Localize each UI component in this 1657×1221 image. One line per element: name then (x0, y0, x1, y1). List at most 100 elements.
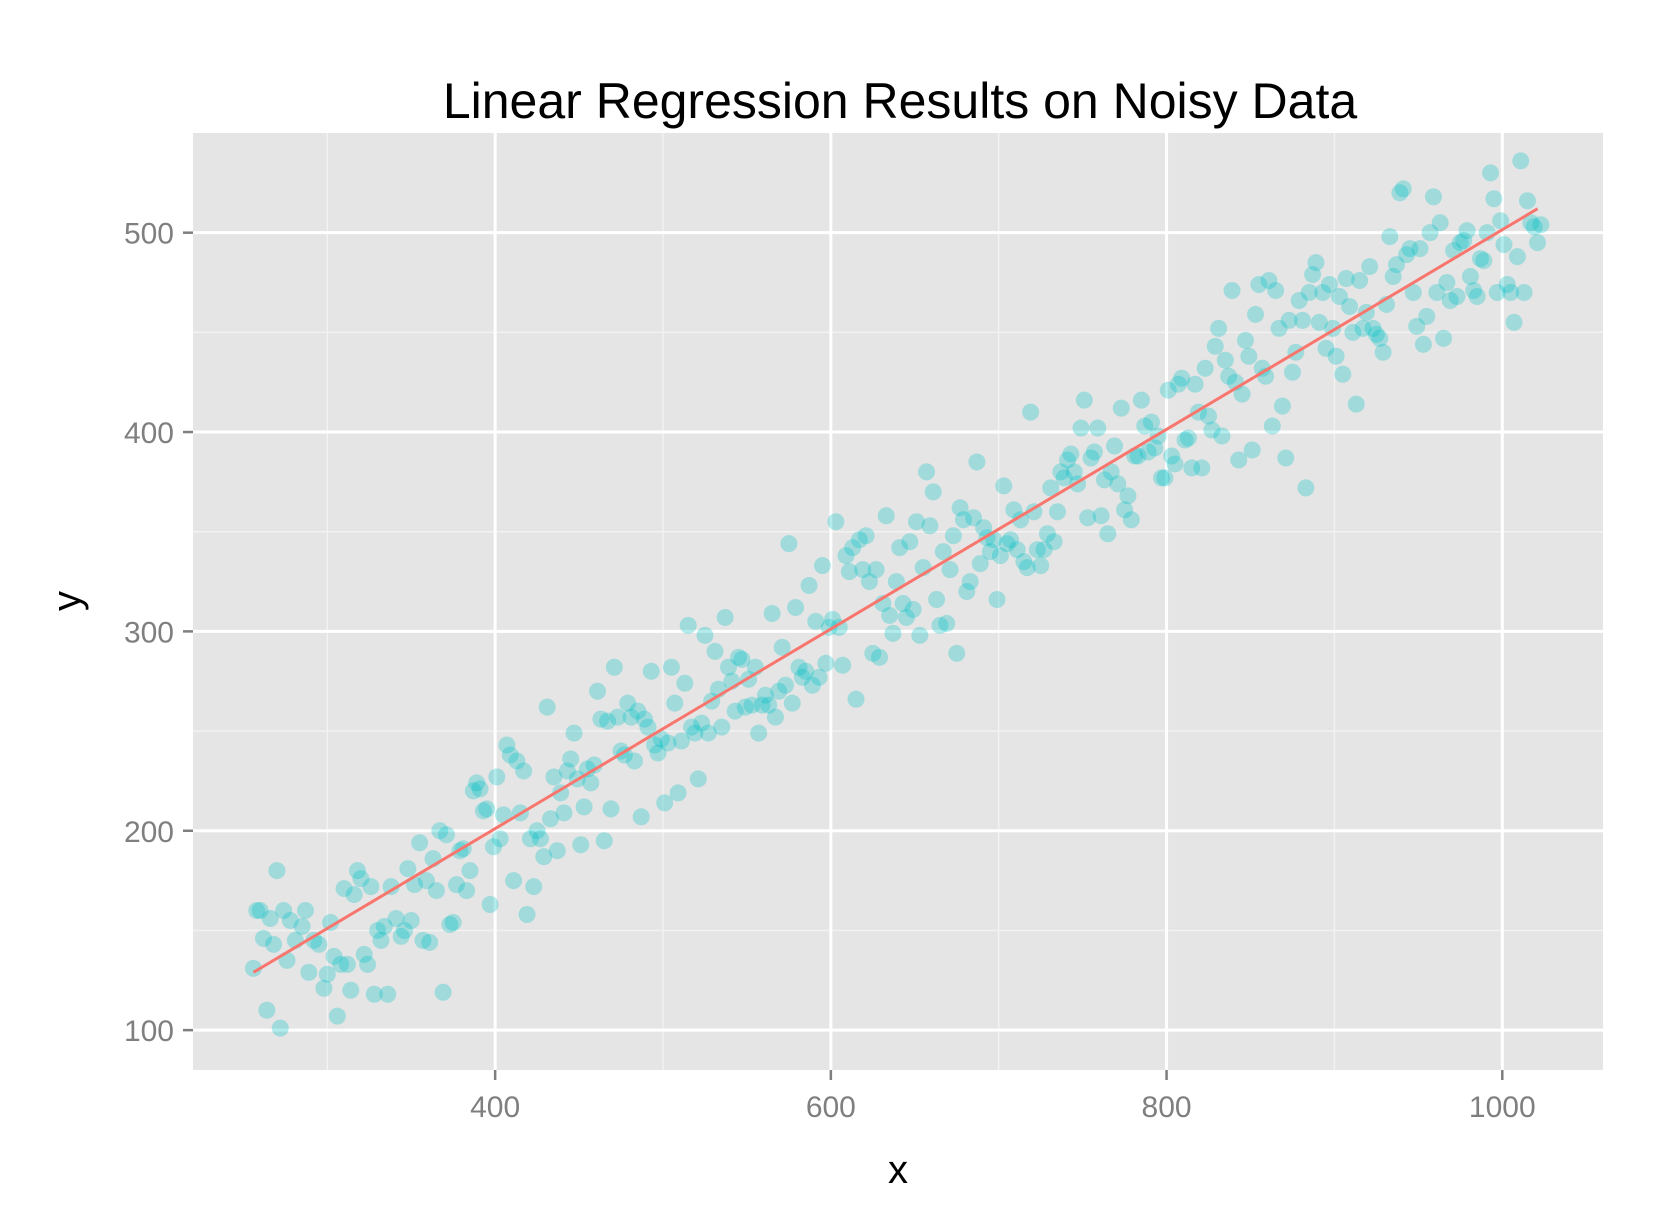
data-point (1139, 443, 1157, 461)
data-point (437, 826, 455, 844)
data-point (904, 600, 922, 618)
data-point (1005, 501, 1023, 519)
data-point (1079, 509, 1097, 527)
plot-panel (193, 133, 1603, 1070)
data-point (585, 756, 603, 774)
data-point (622, 708, 640, 726)
data-point (726, 702, 744, 720)
data-point (495, 806, 513, 824)
data-point (750, 724, 768, 742)
data-point (461, 862, 479, 880)
data-point (589, 682, 607, 700)
data-point (427, 882, 445, 900)
data-point (662, 658, 680, 676)
data-point (1515, 283, 1533, 301)
data-point (441, 915, 459, 933)
data-point (1310, 313, 1328, 331)
data-point (1431, 214, 1449, 232)
data-point (1418, 307, 1436, 325)
data-point (609, 708, 627, 726)
data-point (719, 658, 737, 676)
data-point (1488, 283, 1506, 301)
data-point (797, 662, 815, 680)
data-point (897, 608, 915, 626)
data-point (322, 913, 340, 931)
y-axis-title: y (45, 591, 89, 611)
data-point (498, 736, 516, 754)
data-point (1435, 329, 1453, 347)
data-point (871, 648, 889, 666)
data-point (1411, 240, 1429, 258)
data-point (392, 927, 410, 945)
data-point (525, 878, 543, 896)
data-point (770, 682, 788, 700)
data-point (1159, 381, 1177, 399)
data-point (1156, 469, 1174, 487)
data-point (1193, 459, 1211, 477)
data-point (1099, 525, 1117, 543)
data-point (1216, 351, 1234, 369)
x-tick-label: 1000 (1469, 1091, 1536, 1124)
data-point (1270, 319, 1288, 337)
data-point (387, 909, 405, 927)
y-tick-label: 500 (124, 218, 174, 251)
data-point (293, 917, 311, 935)
data-point (542, 810, 560, 828)
data-point (1166, 455, 1184, 473)
data-point (1518, 192, 1536, 210)
data-point (1485, 190, 1503, 208)
data-point (535, 848, 553, 866)
data-point (1233, 385, 1251, 403)
data-point (669, 784, 687, 802)
data-point (1048, 503, 1066, 521)
data-point (1471, 250, 1489, 268)
data-point (646, 736, 664, 754)
data-point (1230, 451, 1248, 469)
data-point (696, 626, 714, 644)
data-point (1142, 413, 1160, 431)
data-point (310, 935, 328, 953)
data-point (1374, 343, 1392, 361)
data-point (1012, 511, 1030, 529)
data-point (787, 598, 805, 616)
data-point (349, 862, 366, 880)
data-point (555, 804, 573, 822)
y-tick-label: 100 (124, 1015, 174, 1048)
data-point (1085, 443, 1103, 461)
axis-ticks (183, 231, 1504, 1080)
data-point (1038, 525, 1056, 543)
data-point (901, 533, 919, 551)
data-point (676, 674, 694, 692)
data-point (1401, 240, 1419, 258)
data-point (328, 1007, 346, 1025)
data-point (971, 555, 989, 573)
data-point (689, 770, 707, 788)
data-point (605, 658, 623, 676)
data-point (954, 511, 972, 529)
data-point (911, 626, 929, 644)
data-point (268, 862, 286, 880)
data-point (1327, 347, 1345, 365)
data-point (1042, 479, 1060, 497)
data-point (629, 702, 647, 720)
data-point (414, 931, 432, 949)
data-point (1441, 291, 1459, 309)
data-point (1240, 347, 1258, 365)
data-point (431, 822, 449, 840)
data-point (753, 696, 771, 714)
data-point (1018, 559, 1036, 577)
data-point (365, 985, 383, 1003)
data-point (706, 642, 724, 660)
data-point (602, 800, 620, 818)
x-axis-title: x (888, 1148, 908, 1192)
data-points (244, 152, 1550, 1037)
data-point (693, 714, 711, 732)
data-point (1253, 359, 1271, 377)
data-point (632, 808, 650, 826)
data-point (372, 931, 390, 949)
data-point (521, 830, 539, 848)
data-point (1243, 441, 1261, 459)
data-point (362, 878, 380, 896)
data-point (399, 860, 417, 878)
